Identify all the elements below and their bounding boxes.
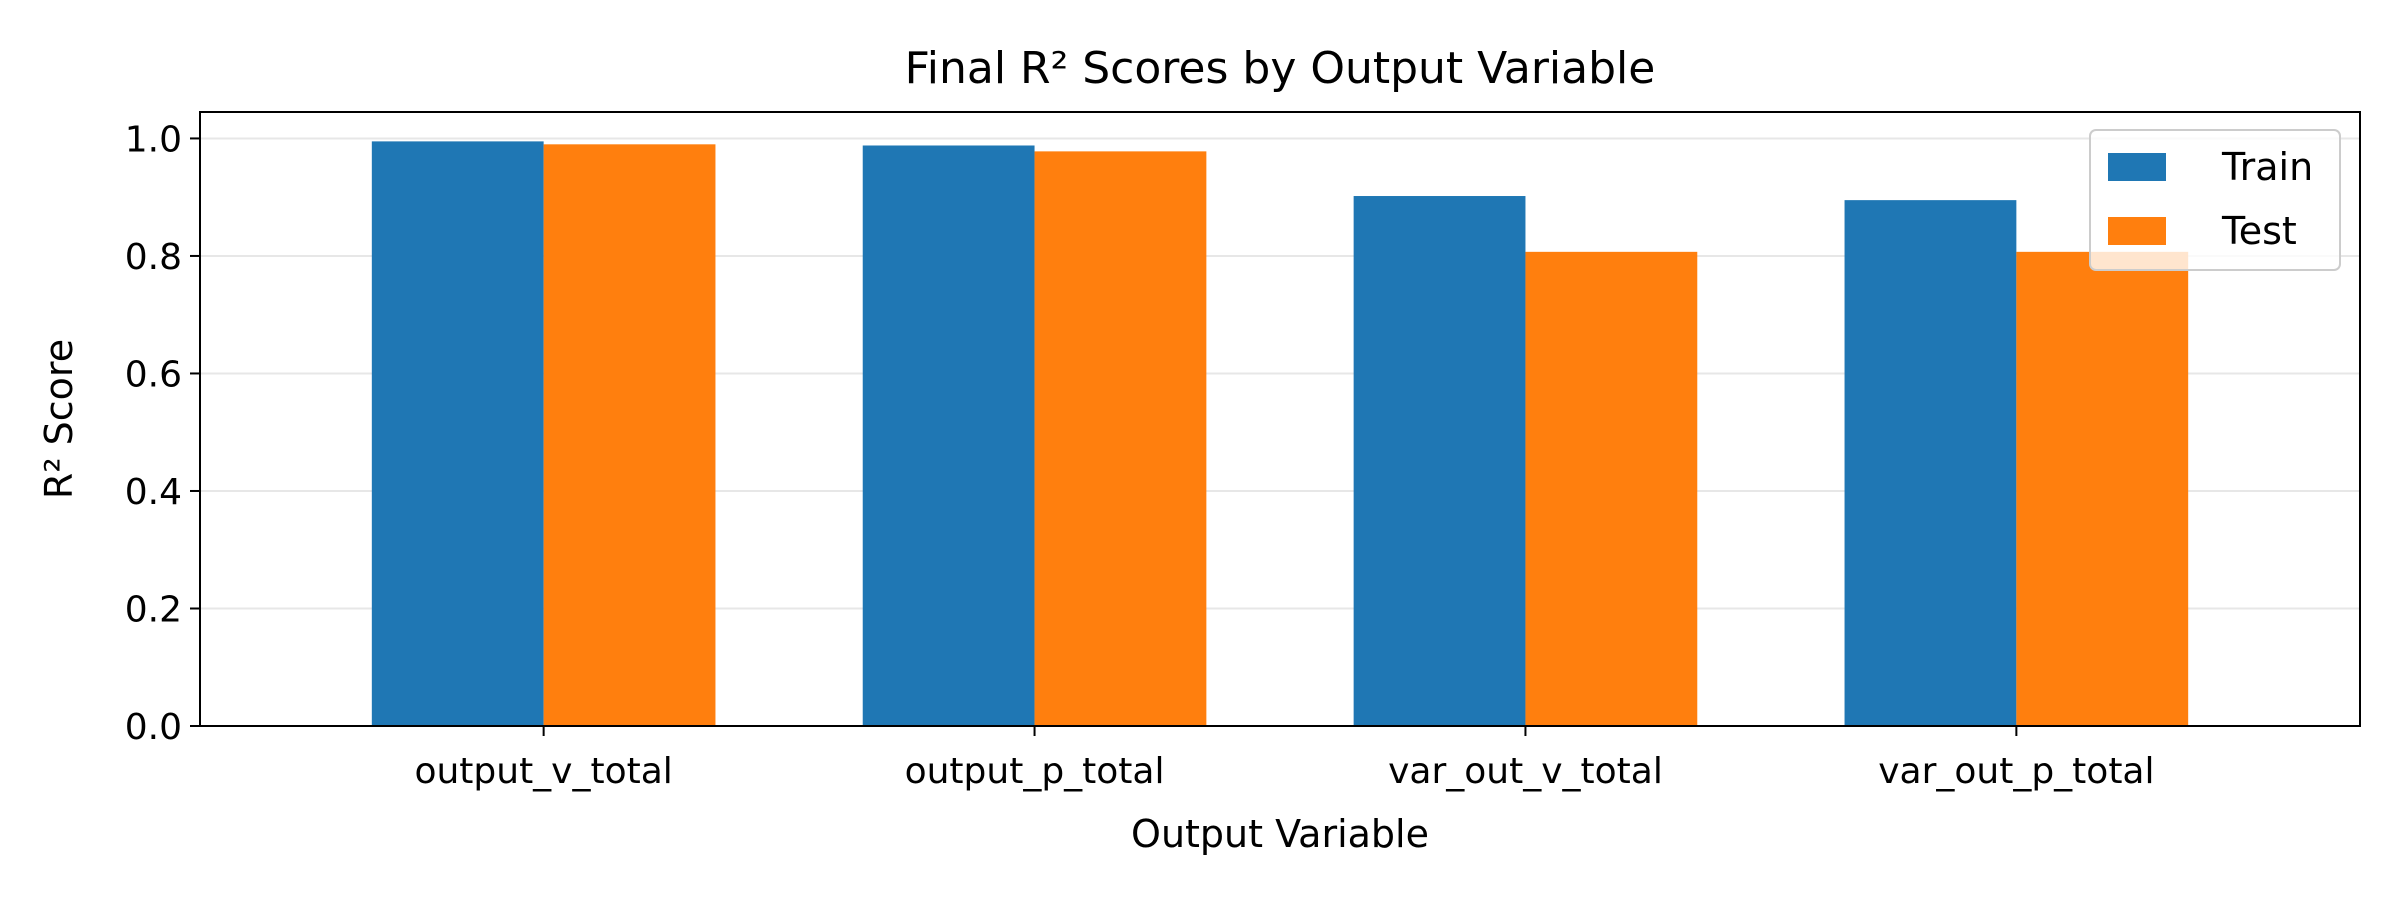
bar-test-output-p-total [1034,151,1207,726]
bar-train-var-out-p-total [1844,200,2017,726]
y-tick-label: 0.0 [125,707,182,748]
y-axis-label: R² Score [37,339,81,499]
y-tick-label: 0.2 [125,589,182,630]
bar-train-output-v-total [371,141,544,726]
x-axis: output_v_total output_p_total var_out_v_to… [414,726,2155,792]
bar-test-var-out-p-total [2016,251,2189,726]
legend: Train Test [2089,129,2341,271]
bar-test-output-v-total [543,144,716,726]
y-tick-label: 0.4 [125,472,182,513]
bar-train-var-out-v-total [1353,196,1526,726]
bar-train-output-p-total [862,145,1035,726]
y-axis: 0.0 0.2 0.4 0.6 0.8 1.0 [125,119,200,748]
x-axis-label: Output Variable [1131,812,1429,856]
legend-swatch-train [2108,153,2166,181]
bar-test-var-out-v-total [1525,251,1698,726]
legend-label-test: Test [2221,209,2297,253]
bars [371,141,2189,726]
x-tick-label: output_v_total [414,751,672,792]
chart-title: Final R² Scores by Output Variable [905,43,1656,94]
x-tick-label: var_out_p_total [1878,751,2154,792]
y-tick-label: 1.0 [125,119,182,160]
x-tick-label: var_out_v_total [1388,751,1663,792]
x-tick-label: output_p_total [905,751,1165,792]
legend-swatch-test [2108,217,2166,245]
plot-frame [199,111,2361,727]
y-tick-label: 0.6 [125,354,182,395]
legend-label-train: Train [2221,145,2313,189]
y-tick-label: 0.8 [125,237,182,278]
